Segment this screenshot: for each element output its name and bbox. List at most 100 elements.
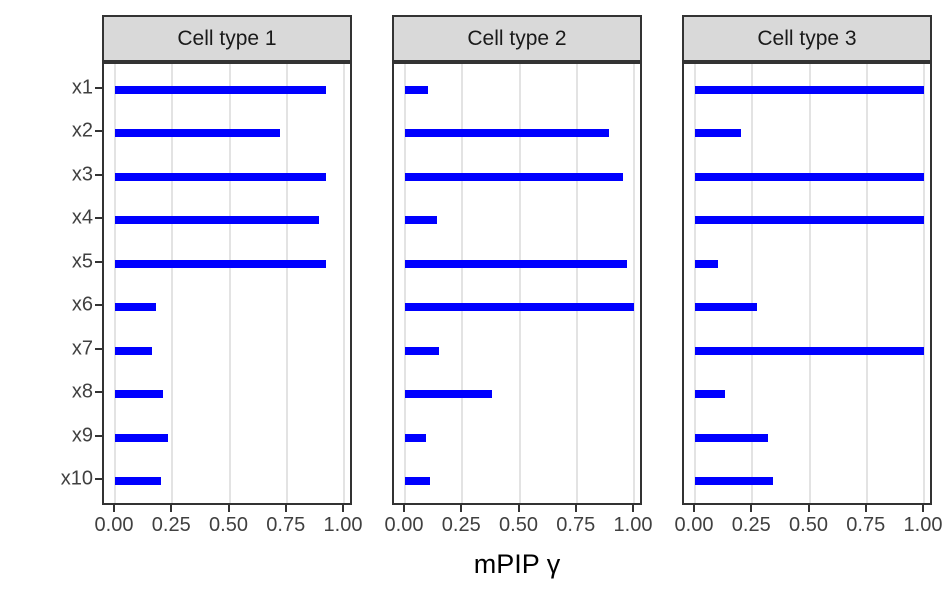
gridline [461,64,464,503]
bar-x7 [115,346,152,355]
bar-x7 [405,346,440,355]
bar-x8 [115,390,164,399]
y-tick [95,391,102,394]
bar-x1 [405,86,428,95]
bar-x8 [695,390,725,399]
x-tick [693,505,695,512]
y-tick [95,130,102,133]
gridline [694,64,696,503]
y-tick-label-x10: x10 [60,467,93,490]
x-tick [517,505,520,512]
bar-x2 [115,129,280,138]
x-tick-label: 0.00 [384,514,424,536]
facet-strip: Cell type 1 [102,15,352,62]
bar-x9 [405,433,426,442]
bar-x4 [405,216,438,225]
x-tick [403,505,405,512]
bar-x3 [695,172,924,181]
gridline [114,64,116,503]
x-tick-label: 0.50 [789,514,828,536]
bar-x1 [115,86,326,95]
y-tick-label-x1: x1 [71,76,93,99]
x-tick-label: 0.00 [94,514,134,536]
plot-panel [682,62,932,505]
x-tick [632,505,634,512]
x-tick-label: 0.00 [674,514,714,536]
bar-x9 [115,433,168,442]
x-tick [170,505,173,512]
gridline [404,64,406,503]
facet-title: Cell type 3 [757,26,857,50]
facet-strip: Cell type 2 [392,15,642,62]
plot-panel [392,62,642,505]
x-tick [807,505,810,512]
x-tick [750,505,753,512]
bar-x6 [405,303,634,312]
y-tick [95,347,102,350]
gridline [171,64,174,503]
facet-strip: Cell type 3 [682,15,932,62]
x-tick-label: 0.75 [846,514,886,536]
bar-x5 [695,259,718,268]
y-tick [95,217,102,220]
plot-panel [102,62,352,505]
x-tick-label: 0.25 [441,514,481,536]
facet-title: Cell type 2 [467,26,567,50]
facet-cell-type-1: Cell type 1 0.00 0.25 0.50 0.75 1.00 [95,0,362,600]
bar-x9 [695,433,769,442]
bar-x8 [405,390,493,399]
y-tick-label-x2: x2 [71,119,93,142]
y-tick-label-x8: x8 [71,380,93,403]
bar-x10 [695,476,773,485]
y-tick [95,434,102,437]
x-tick-label: 1.00 [613,514,653,536]
bar-x10 [405,476,431,485]
x-tick [113,505,115,512]
bar-x2 [695,129,741,138]
x-tick-label: 0.25 [731,514,771,536]
bar-x10 [115,476,161,485]
gridline [343,64,345,503]
x-tick [460,505,463,512]
bar-x3 [405,172,623,181]
bar-x4 [115,216,319,225]
x-tick-label: 0.50 [209,514,248,536]
x-tick-label: 0.25 [151,514,191,536]
y-tick [95,304,102,307]
gridline [923,64,925,503]
x-axis-title: mPIP γ [474,549,561,580]
x-tick [864,505,867,512]
y-tick-label-x7: x7 [71,337,93,360]
bar-x4 [695,216,924,225]
y-tick-label-x4: x4 [71,206,93,229]
facet-cell-type-2: Cell type 2 0.00 0.25 0.50 0.75 1.00 [385,0,652,600]
x-tick [922,505,924,512]
y-tick [95,173,102,176]
y-tick [95,87,102,90]
bar-x5 [405,259,628,268]
x-tick-label: 1.00 [903,514,943,536]
bar-x6 [695,303,757,312]
gridline [751,64,754,503]
y-tick-label-x5: x5 [71,250,93,273]
bar-x2 [405,129,609,138]
gridline [865,64,868,503]
x-tick-label: 1.00 [323,514,363,536]
x-tick [342,505,344,512]
bar-x1 [695,86,924,95]
bar-x7 [695,346,924,355]
y-tick [95,260,102,263]
bar-x3 [115,172,326,181]
facet-title: Cell type 1 [177,26,277,50]
x-tick-label: 0.75 [556,514,596,536]
y-tick [95,477,102,480]
facet-cell-type-3: Cell type 3 0.00 0.25 0.50 0.75 1.00 [675,0,942,600]
y-tick-label-x3: x3 [71,163,93,186]
gridline [228,64,231,503]
gridline [518,64,521,503]
y-tick-label-x6: x6 [71,293,93,316]
x-tick-label: 0.75 [266,514,306,536]
gridline [633,64,635,503]
x-tick [227,505,230,512]
